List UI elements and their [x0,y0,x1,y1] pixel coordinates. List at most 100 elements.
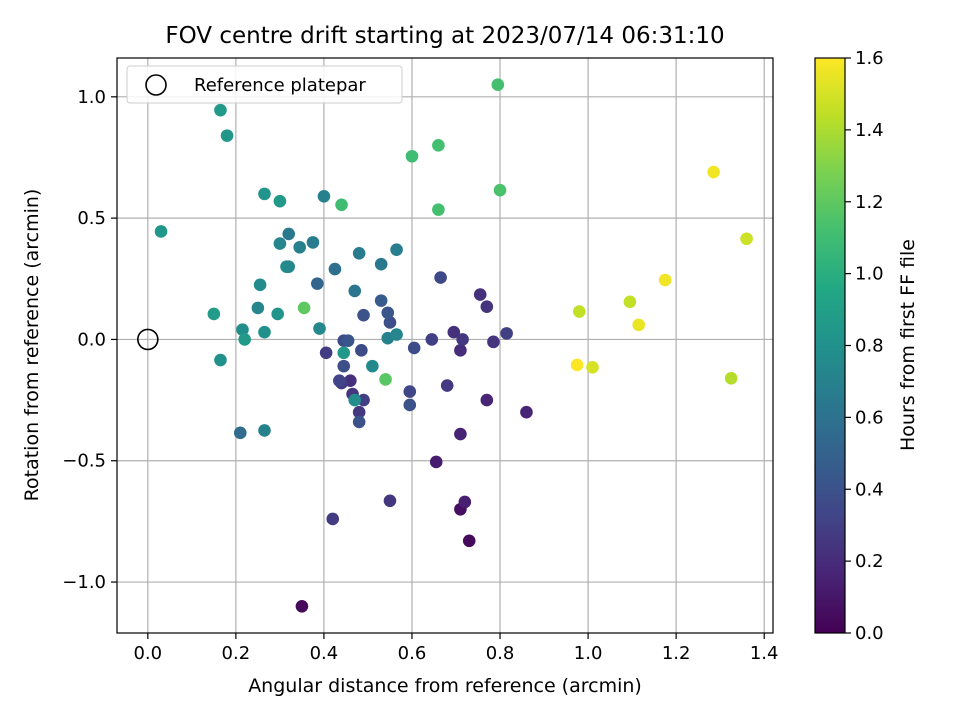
x-tick-label: 1.2 [662,643,691,664]
data-point [352,415,366,429]
data-point [313,322,326,335]
x-axis-ticks: 0.0 0.2 0.4 0.6 0.8 1.0 1.2 1.4 [133,633,779,664]
data-point [432,203,445,216]
data-point [707,165,720,179]
data-point [306,236,320,249]
x-tick-label: 0.8 [486,643,515,664]
data-point [154,225,168,238]
data-point [273,194,287,208]
data-point [348,393,362,407]
data-point [379,373,392,386]
x-tick-label: 0.2 [222,643,251,664]
data-point [238,333,251,346]
y-tick-label: −1.0 [62,572,106,593]
colorbar-tick-label: 1.4 [855,120,884,141]
plot-frame [116,57,774,634]
data-point [282,260,296,273]
data-point [658,273,672,287]
data-point [366,359,379,373]
data-point [355,344,368,357]
data-point [473,288,487,301]
colorbar-tick-label: 0.2 [855,551,884,572]
data-point [454,427,467,441]
data-point [341,334,355,347]
data-point [458,495,472,509]
legend: Reference platepar [126,65,403,104]
data-point [381,306,395,320]
data-point [258,187,271,201]
data-point [572,305,586,318]
x-axis-label: Angular distance from reference (arcmin) [248,675,642,697]
data-point [311,277,324,290]
y-tick-label: −0.5 [62,451,106,472]
y-tick-label: 0.5 [77,208,106,229]
data-point [429,455,443,469]
data-point [293,240,307,254]
x-tick-label: 0.0 [133,643,162,664]
data-point [374,294,388,307]
y-tick-label: 1.0 [77,87,106,108]
data-point [258,325,271,339]
data-point [326,512,340,526]
x-tick-label: 1.0 [574,643,603,664]
data-point [390,243,403,256]
data-point [297,301,311,315]
data-point [462,534,476,548]
data-point [335,198,348,212]
data-point [374,257,388,271]
data-point [403,385,417,398]
data-point [454,344,467,357]
colorbar-ticks: 0.0 0.2 0.4 0.6 0.8 1.0 1.2 1.4 1.6 [845,48,884,644]
data-point [456,333,469,346]
data-point [214,353,227,367]
data-point [570,358,584,372]
data-point [440,379,454,392]
data-point [271,307,284,321]
data-point [319,346,333,360]
data-point [500,327,513,340]
legend-label: Reference platepar [194,75,366,96]
colorbar [814,57,846,634]
data-point [390,328,403,341]
data-point [236,323,249,337]
data-point [487,335,500,349]
data-point [357,393,370,407]
data-point [383,494,397,508]
data-point [214,103,227,117]
data-point [493,183,507,197]
reference-marker [137,328,159,351]
colorbar-tick-label: 0.0 [855,623,884,644]
reference-marker-group [137,328,159,351]
data-point [383,316,397,329]
legend-box [126,65,403,104]
data-point [623,295,637,309]
data-point [282,227,296,241]
data-point [357,308,370,322]
data-point [251,301,265,315]
data-point [258,424,271,437]
x-tick-label: 0.6 [398,643,427,664]
data-point [348,284,362,298]
x-tick-label: 0.4 [310,643,339,664]
colorbar-label: Hours from first FF file [897,239,919,451]
legend-reference-marker [145,74,167,96]
colorbar-tick-label: 1.6 [855,48,884,69]
data-point [295,600,309,613]
data-point [405,149,419,163]
colorbar-tick-label: 0.8 [855,336,884,357]
data-point [352,247,366,260]
data-point [207,307,221,321]
data-point [434,271,447,284]
data-point [273,237,287,250]
data-point [328,262,342,276]
y-axis-label: Rotation from reference (arcmin) [21,189,43,502]
data-point [632,318,646,332]
colorbar-tick-label: 0.4 [855,479,884,500]
data-point [520,405,533,419]
data-point [425,333,439,346]
y-axis-ticks: −1.0 −0.5 0.0 0.5 1.0 [62,87,117,593]
data-point [724,371,738,385]
x-tick-label: 1.4 [750,643,779,664]
data-point [337,346,351,360]
